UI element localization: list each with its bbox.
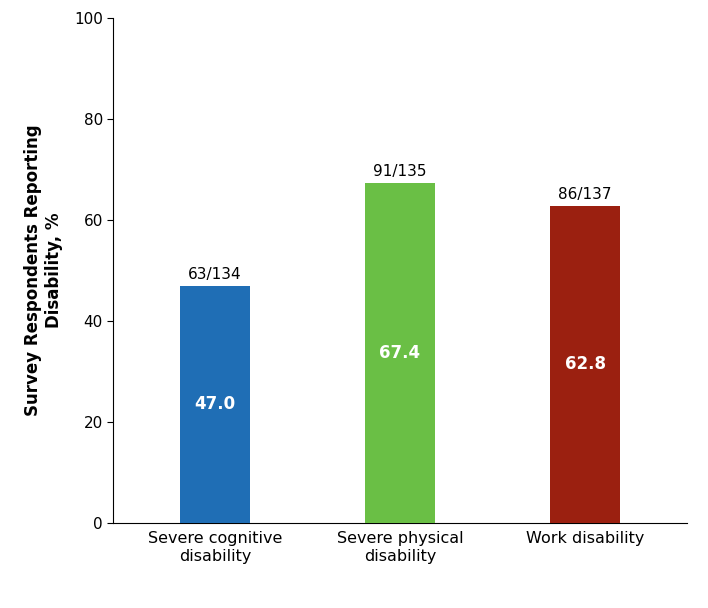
Text: 63/134: 63/134 (188, 267, 242, 282)
Text: 91/135: 91/135 (373, 164, 427, 179)
Bar (365, 183, 435, 523)
Text: 47.0: 47.0 (195, 395, 236, 413)
Text: 62.8: 62.8 (564, 356, 605, 373)
Bar (180, 286, 250, 523)
Y-axis label: Survey Respondents Reporting
Disability, %: Survey Respondents Reporting Disability,… (24, 125, 63, 416)
Bar (550, 206, 620, 523)
Text: 86/137: 86/137 (559, 187, 612, 202)
Text: 67.4: 67.4 (379, 344, 421, 362)
